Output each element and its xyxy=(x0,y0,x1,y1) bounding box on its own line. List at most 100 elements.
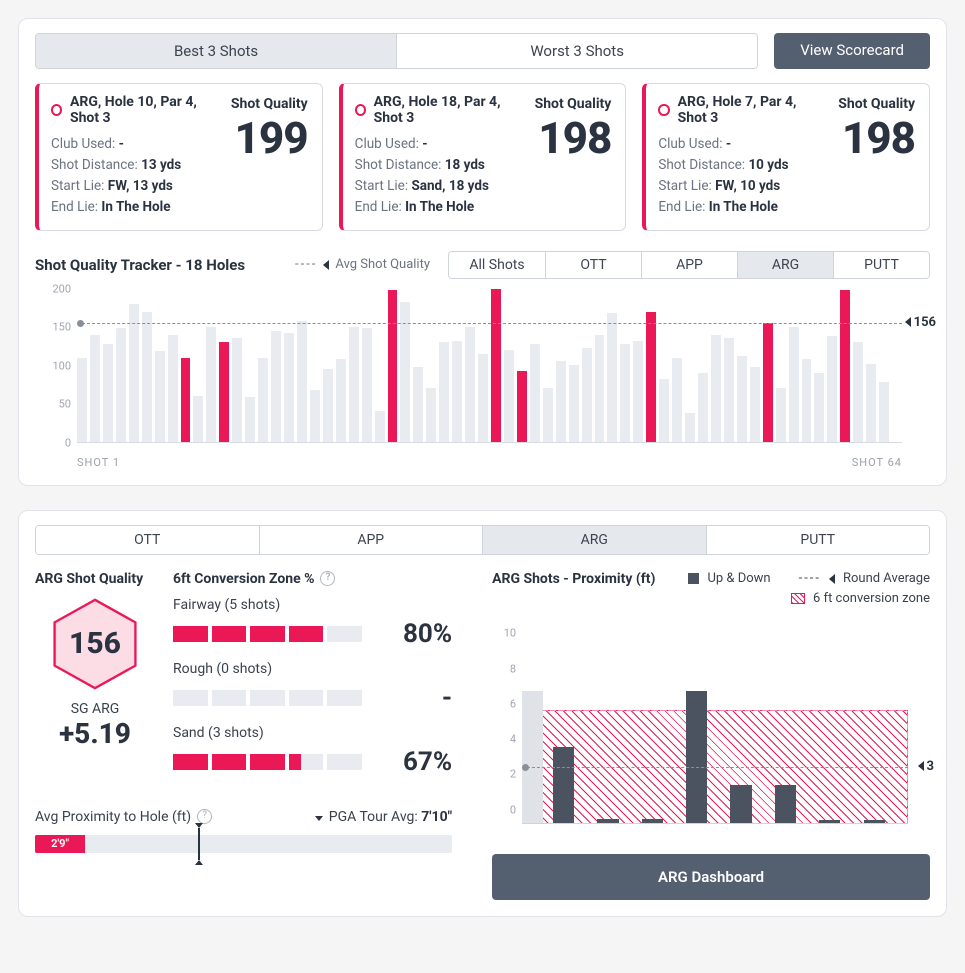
bar xyxy=(827,336,837,442)
conversion-label: Fairway (5 shots) xyxy=(173,597,452,613)
bar xyxy=(413,367,423,442)
bar xyxy=(103,344,113,442)
legend-up-down: Up & Down xyxy=(688,571,770,586)
bar xyxy=(310,390,320,442)
category-tab-ott[interactable]: OTT xyxy=(36,526,259,554)
conversion-row-0: Fairway (5 shots) 80% xyxy=(173,597,452,649)
bar xyxy=(168,335,178,442)
bar xyxy=(245,397,255,441)
legend-zone: 6 ft conversion zone xyxy=(492,591,930,606)
bar xyxy=(271,331,281,442)
conversion-pct: 67% xyxy=(382,747,452,777)
bar xyxy=(155,351,165,441)
shot-card-2[interactable]: ARG, Hole 7, Par 4, Shot 3 Club Used: - … xyxy=(642,83,930,231)
bar xyxy=(642,819,663,823)
bar xyxy=(819,820,840,823)
filter-tab-app[interactable]: APP xyxy=(641,252,737,278)
sg-value: +5.19 xyxy=(35,717,155,750)
bar xyxy=(776,388,786,442)
category-tab-arg[interactable]: ARG xyxy=(482,526,706,554)
category-tab-app[interactable]: APP xyxy=(259,526,483,554)
legend-round-avg: ---- Round Average xyxy=(799,571,930,586)
bar xyxy=(763,323,773,442)
proximity-bar-chart: 1086420 3 xyxy=(492,616,930,836)
shot-title: ARG, Hole 18, Par 4, Shot 3 xyxy=(374,94,523,126)
bar xyxy=(672,358,682,442)
shot-card-1[interactable]: ARG, Hole 18, Par 4, Shot 3 Club Used: -… xyxy=(339,83,627,231)
bar xyxy=(597,819,618,823)
bar xyxy=(181,358,191,442)
bar xyxy=(864,820,885,823)
sg-label: SG ARG xyxy=(35,701,155,717)
ring-icon xyxy=(355,104,366,116)
bar xyxy=(478,354,488,442)
shot-cards-row: ARG, Hole 10, Par 4, Shot 3 Club Used: -… xyxy=(35,83,930,231)
bar xyxy=(866,364,876,442)
bar xyxy=(232,338,242,441)
arg-dashboard-button[interactable]: ARG Dashboard xyxy=(492,854,930,900)
filter-tab-all shots[interactable]: All Shots xyxy=(449,252,545,278)
shot-quality-bar-chart: 200150100500 156 SHOT 1 SHOT 64 xyxy=(35,289,930,469)
x-label-right: SHOT 64 xyxy=(852,456,902,469)
bar xyxy=(77,358,87,442)
filter-tab-ott[interactable]: OTT xyxy=(545,252,641,278)
shot-title: ARG, Hole 7, Par 4, Shot 3 xyxy=(678,94,827,126)
bar xyxy=(206,327,216,442)
bar xyxy=(258,358,268,442)
bar xyxy=(491,289,501,441)
tab-best-shots[interactable]: Best 3 Shots xyxy=(36,34,396,68)
ring-icon xyxy=(658,104,669,116)
help-icon[interactable]: ? xyxy=(320,571,335,586)
shot-card-0[interactable]: ARG, Hole 10, Par 4, Shot 3 Club Used: -… xyxy=(35,83,323,231)
bar xyxy=(530,344,540,442)
shot-quality-value: 199 xyxy=(231,114,308,162)
filter-tab-putt[interactable]: PUTT xyxy=(833,252,929,278)
bar xyxy=(375,411,385,442)
top-tabs-row: Best 3 Shots Worst 3 Shots View Scorecar… xyxy=(35,33,930,69)
bar xyxy=(426,388,436,442)
right-column: ARG Shots - Proximity (ft) Up & Down ---… xyxy=(492,571,930,900)
bar xyxy=(297,321,307,442)
bar xyxy=(840,290,850,441)
hexagon-badge: 156 xyxy=(48,597,142,691)
bar xyxy=(775,785,796,823)
tracker-title: Shot Quality Tracker - 18 Holes xyxy=(35,256,245,274)
bar xyxy=(659,379,669,442)
hatch-icon xyxy=(791,593,805,604)
bar xyxy=(543,388,553,442)
arg-detail-panel: OTTAPPARGPUTT ARG Shot Quality 156 SG AR… xyxy=(18,510,947,917)
bar xyxy=(504,350,514,442)
bar xyxy=(90,335,100,442)
conversion-row-2: Sand (3 shots) 67% xyxy=(173,725,452,777)
bar xyxy=(711,335,721,442)
panel2-body: ARG Shot Quality 156 SG ARG +5.19 6ft Co… xyxy=(35,571,930,900)
conversion-zone-block: 6ft Conversion Zone % ? Fairway (5 shots… xyxy=(173,571,452,789)
avg-dot-left xyxy=(522,764,529,771)
pga-marker xyxy=(198,828,200,860)
bar xyxy=(730,785,751,823)
bar xyxy=(465,327,475,442)
hex-block: ARG Shot Quality 156 SG ARG +5.19 xyxy=(35,571,155,789)
filter-tab-arg[interactable]: ARG xyxy=(737,252,833,278)
legend-avg-shot-quality: ---- Avg Shot Quality xyxy=(295,257,430,272)
bar xyxy=(879,382,889,442)
category-tab-putt[interactable]: PUTT xyxy=(706,526,930,554)
conversion-pct: 80% xyxy=(382,619,452,649)
tracker-filter-tabs: All ShotsOTTAPPARGPUTT xyxy=(448,251,930,279)
shot-quality-label: Shot Quality xyxy=(231,96,308,112)
bar xyxy=(193,396,203,442)
bar xyxy=(607,313,617,442)
view-scorecard-button[interactable]: View Scorecard xyxy=(774,33,930,69)
bar xyxy=(129,304,139,442)
y-axis: 1086420 xyxy=(492,616,522,810)
conversion-bar xyxy=(173,690,362,706)
shot-quality-label: Shot Quality xyxy=(838,96,915,112)
bar xyxy=(698,373,708,442)
bar xyxy=(620,344,630,442)
bar xyxy=(789,327,799,442)
conversion-label: Sand (3 shots) xyxy=(173,725,452,741)
avg-end-value: 156 xyxy=(905,315,936,330)
bar xyxy=(646,312,656,442)
tab-worst-shots[interactable]: Worst 3 Shots xyxy=(396,34,757,68)
shot-quality-label: Shot Quality xyxy=(535,96,612,112)
